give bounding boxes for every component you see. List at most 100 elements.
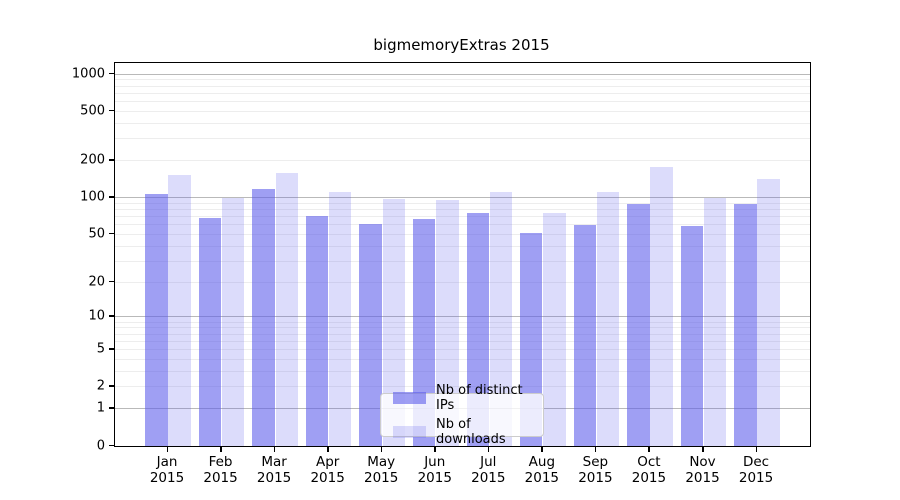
minor-gridline bbox=[115, 79, 810, 81]
minor-gridline bbox=[115, 260, 810, 262]
minor-gridline bbox=[115, 370, 810, 372]
chart-title: bigmemoryExtras 2015 bbox=[373, 36, 550, 54]
bar-downloads bbox=[275, 172, 298, 446]
minor-gridline bbox=[115, 349, 810, 351]
bar-distinct-ips bbox=[145, 193, 168, 446]
y-tick-mark bbox=[109, 159, 114, 161]
major-gridline bbox=[115, 316, 810, 318]
bar-downloads bbox=[329, 191, 352, 446]
x-tick-mark bbox=[166, 446, 168, 452]
y-tick-mark bbox=[109, 407, 114, 409]
x-tick-label: Jun 2015 bbox=[417, 454, 452, 486]
minor-gridline bbox=[115, 333, 810, 335]
bar-downloads bbox=[650, 167, 673, 446]
minor-gridline bbox=[115, 386, 810, 388]
x-tick-mark bbox=[702, 446, 704, 452]
minor-gridline bbox=[115, 110, 810, 112]
y-tick-mark bbox=[109, 109, 114, 112]
y-tick-label: 10 bbox=[88, 308, 105, 324]
y-tick-label: 50 bbox=[88, 226, 105, 242]
minor-gridline bbox=[115, 85, 810, 87]
x-tick-label: Jul 2015 bbox=[471, 454, 506, 486]
minor-gridline bbox=[115, 138, 810, 140]
y-tick-mark bbox=[109, 72, 114, 75]
y-tick-label: 5 bbox=[96, 341, 105, 357]
y-tick-label: 500 bbox=[80, 103, 105, 119]
legend: Nb of distinct IPs Nb of downloads bbox=[380, 383, 544, 447]
bar-distinct-ips bbox=[412, 218, 436, 446]
bar-downloads bbox=[703, 197, 727, 446]
y-tick-label: 1000 bbox=[71, 66, 105, 82]
minor-gridline bbox=[115, 92, 810, 94]
y-tick-label: 200 bbox=[80, 152, 105, 168]
major-gridline bbox=[115, 73, 810, 75]
x-tick-mark bbox=[755, 446, 758, 452]
legend-label: Nb of distinct IPs bbox=[436, 383, 523, 413]
bar-distinct-ips bbox=[198, 218, 222, 446]
x-tick-mark bbox=[273, 446, 276, 452]
x-tick-mark bbox=[541, 446, 543, 452]
x-tick-label: Feb 2015 bbox=[203, 454, 238, 486]
legend-entry: Nb of distinct IPs bbox=[381, 383, 543, 413]
x-tick-label: Mar 2015 bbox=[256, 454, 292, 486]
y-tick-label: 1 bbox=[96, 400, 105, 416]
bar-downloads bbox=[382, 199, 405, 446]
x-tick-label: Aug 2015 bbox=[524, 454, 560, 486]
minor-gridline bbox=[115, 327, 810, 329]
x-tick-mark bbox=[220, 446, 222, 452]
bar-downloads bbox=[757, 178, 780, 446]
bar-distinct-ips bbox=[359, 223, 382, 446]
bar-downloads bbox=[596, 192, 620, 446]
bar-distinct-ips bbox=[627, 203, 650, 446]
x-tick-mark bbox=[380, 446, 383, 452]
minor-gridline bbox=[115, 209, 810, 211]
minor-gridline bbox=[115, 122, 810, 124]
minor-gridline bbox=[115, 358, 810, 360]
y-tick-label: 0 bbox=[96, 438, 105, 453]
x-tick-label: Dec 2015 bbox=[738, 454, 774, 486]
y-tick-mark bbox=[109, 280, 114, 283]
bar-distinct-ips bbox=[252, 189, 275, 446]
bar-distinct-ips bbox=[573, 224, 596, 446]
minor-gridline bbox=[115, 101, 810, 103]
x-tick-label: Jan 2015 bbox=[149, 454, 185, 486]
bar-distinct-ips bbox=[466, 212, 489, 446]
y-tick-mark bbox=[109, 444, 114, 446]
minor-gridline bbox=[115, 281, 810, 283]
y-tick-mark bbox=[109, 196, 114, 198]
bar-downloads bbox=[543, 212, 566, 446]
minor-gridline bbox=[115, 233, 810, 235]
minor-gridline bbox=[115, 202, 810, 204]
y-tick-label: 20 bbox=[88, 274, 105, 290]
y-tick-label: 2 bbox=[96, 378, 105, 394]
y-tick-mark bbox=[109, 315, 114, 317]
bar-distinct-ips bbox=[734, 204, 757, 446]
plot-area bbox=[114, 62, 811, 447]
minor-gridline bbox=[115, 321, 810, 323]
x-tick-label: Sep 2015 bbox=[578, 454, 613, 486]
x-tick-label: Apr 2015 bbox=[310, 454, 345, 486]
bar-downloads bbox=[221, 197, 245, 446]
y-tick-label: 100 bbox=[80, 189, 105, 205]
x-tick-mark bbox=[648, 446, 650, 452]
y-tick-mark bbox=[109, 348, 114, 350]
x-tick-label: Oct 2015 bbox=[631, 454, 667, 486]
x-tick-mark bbox=[487, 446, 490, 452]
x-tick-mark bbox=[434, 446, 436, 452]
minor-gridline bbox=[115, 216, 810, 218]
major-gridline bbox=[115, 197, 810, 199]
y-tick-mark bbox=[109, 232, 114, 235]
minor-gridline bbox=[115, 245, 810, 247]
legend-swatch bbox=[393, 392, 426, 404]
bar-distinct-ips bbox=[520, 233, 543, 446]
bar-downloads bbox=[168, 175, 191, 446]
minor-gridline bbox=[115, 224, 810, 226]
legend-swatch bbox=[393, 426, 426, 438]
bar-distinct-ips bbox=[680, 225, 704, 446]
bar-downloads bbox=[489, 191, 513, 446]
legend-label: Nb of downloads bbox=[436, 417, 506, 447]
y-tick-mark bbox=[109, 385, 114, 387]
minor-gridline bbox=[115, 160, 810, 162]
legend-entry: Nb of downloads bbox=[381, 417, 543, 447]
x-tick-mark bbox=[594, 446, 597, 452]
